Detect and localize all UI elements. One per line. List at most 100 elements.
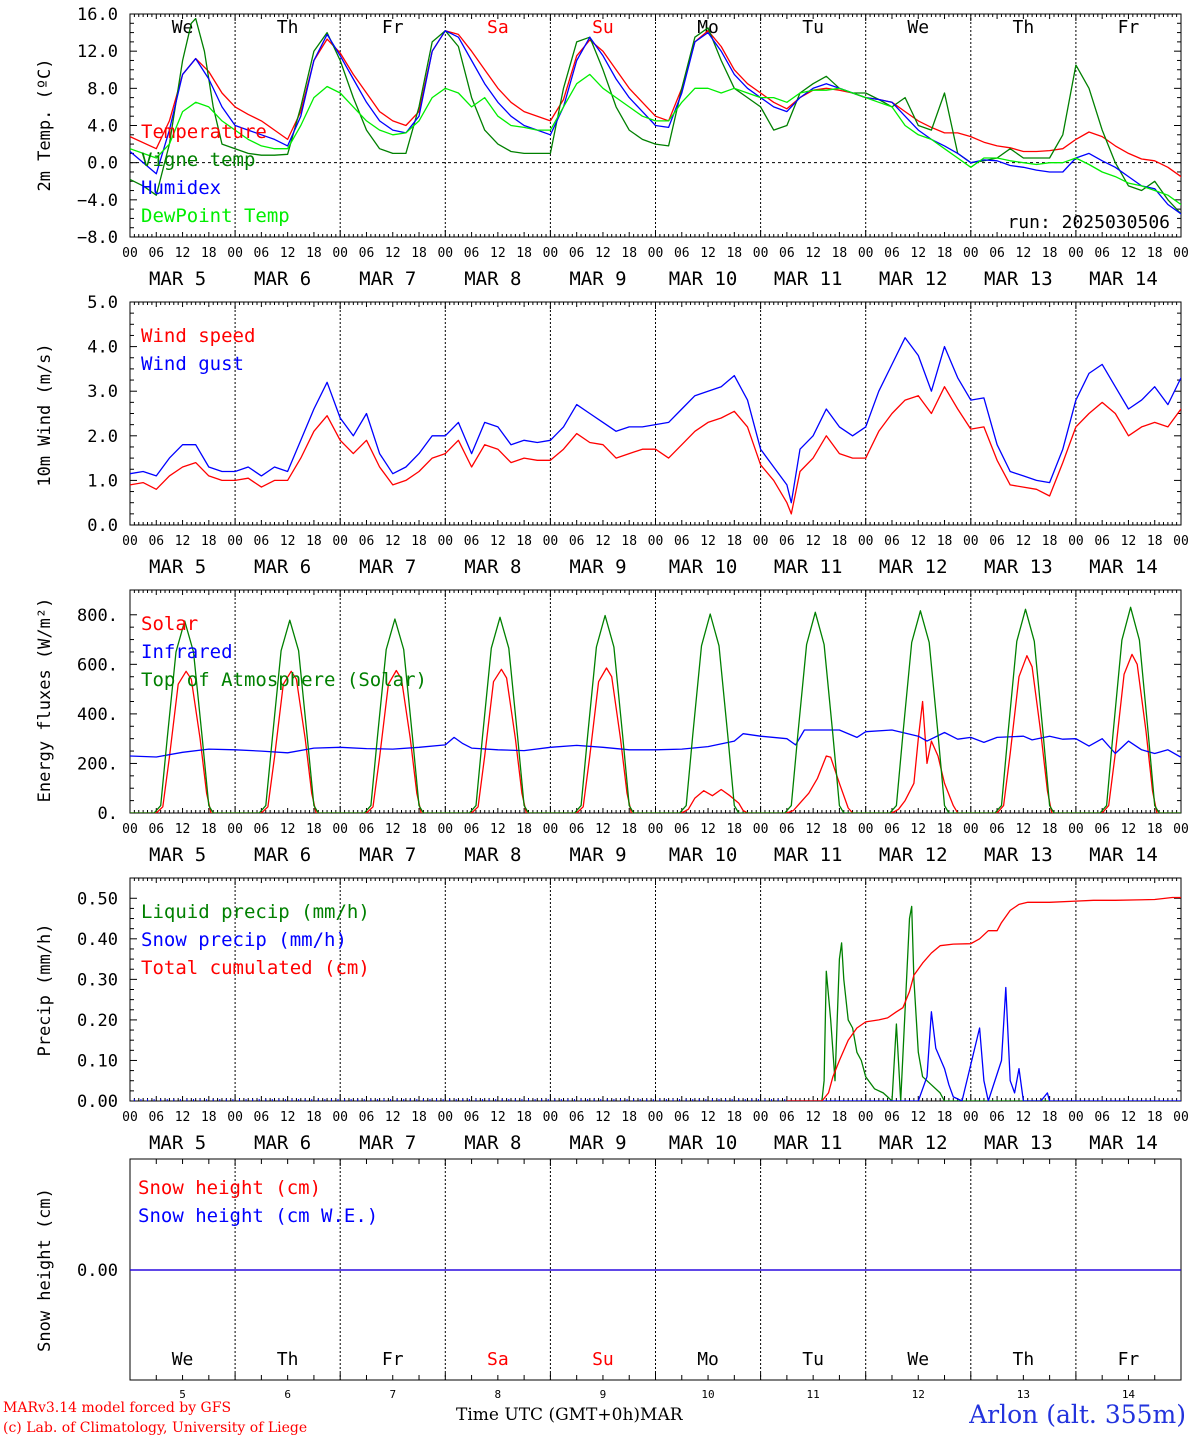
hour-tick-label: 18 — [306, 822, 322, 837]
day-name-label: Th — [277, 17, 299, 38]
day-name-label: We — [172, 17, 194, 38]
hour-tick-label: 12 — [175, 1110, 191, 1125]
series-line — [130, 386, 1181, 515]
hour-tick-label: 18 — [1042, 246, 1058, 261]
hour-tick-label: 06 — [569, 1110, 585, 1125]
day-name-label: Th — [1013, 1349, 1035, 1370]
hour-tick-label: 18 — [937, 1110, 953, 1125]
day-name-label: Fr — [1118, 1349, 1140, 1370]
hour-tick-label: 18 — [726, 246, 742, 261]
day-name-label: We — [907, 17, 929, 38]
series-line — [130, 17, 1181, 215]
date-label: MAR 6 — [254, 556, 311, 578]
hour-tick-label: 00 — [753, 1110, 769, 1125]
legend-entry: Temperature — [141, 121, 267, 143]
date-label: MAR 11 — [774, 1132, 843, 1154]
legend-entry: Top of Atmosphere (Solar) — [141, 669, 427, 691]
hour-tick-label: 06 — [464, 822, 480, 837]
y-tick-label: 8.0 — [87, 79, 118, 99]
hour-tick-label: 00 — [332, 822, 348, 837]
hour-tick-label: 00 — [437, 1110, 453, 1125]
hour-tick-label: 06 — [989, 246, 1005, 261]
date-label: MAR 14 — [1089, 268, 1158, 290]
date-label: MAR 6 — [254, 268, 311, 290]
hour-tick-label: 06 — [779, 1110, 795, 1125]
day-number-label: 14 — [1122, 1388, 1136, 1401]
hour-tick-label: 06 — [254, 246, 270, 261]
hour-tick-label: 00 — [753, 246, 769, 261]
hour-tick-label: 12 — [490, 822, 506, 837]
date-label: MAR 11 — [774, 268, 843, 290]
y-tick-label: 0.00 — [77, 1261, 118, 1281]
hour-tick-label: 06 — [359, 822, 375, 837]
hour-tick-label: 12 — [1016, 534, 1032, 549]
hour-tick-label: 00 — [122, 822, 138, 837]
hour-tick-label: 06 — [254, 1110, 270, 1125]
legend-entry: Snow height (cm W.E.) — [138, 1205, 378, 1227]
hour-tick-label: 18 — [937, 822, 953, 837]
series-group — [130, 337, 1181, 515]
series-line — [130, 653, 1181, 813]
hour-tick-label: 12 — [280, 246, 296, 261]
hour-tick-label: 12 — [1016, 1110, 1032, 1125]
hour-tick-label: 00 — [543, 534, 559, 549]
hour-tick-label: 18 — [621, 822, 637, 837]
series-line — [130, 606, 1181, 813]
hour-tick-label: 00 — [1173, 822, 1189, 837]
hour-tick-label: 00 — [332, 534, 348, 549]
hour-tick-label: 12 — [385, 822, 401, 837]
hour-tick-label: 06 — [884, 822, 900, 837]
hour-tick-label: 00 — [543, 246, 559, 261]
hour-tick-label: 12 — [490, 534, 506, 549]
day-name-label: Su — [592, 1349, 614, 1370]
legend-entry: Humidex — [141, 177, 221, 199]
hour-tick-label: 18 — [726, 534, 742, 549]
y-tick-label: 0.0 — [87, 516, 118, 536]
legend-entry: Infrared — [141, 641, 233, 663]
y-tick-label: 12.0 — [77, 42, 118, 62]
hour-tick-label: 06 — [569, 534, 585, 549]
series-line — [130, 30, 1181, 215]
hour-tick-label: 12 — [595, 822, 611, 837]
hour-tick-label: 18 — [1042, 822, 1058, 837]
hour-tick-label: 12 — [805, 534, 821, 549]
hour-tick-label: 00 — [122, 534, 138, 549]
hour-tick-label: 18 — [201, 822, 217, 837]
date-label: MAR 10 — [669, 844, 738, 866]
hour-tick-label: 12 — [1016, 246, 1032, 261]
date-label: MAR 5 — [149, 844, 206, 866]
legend-entry: Wind speed — [141, 325, 255, 347]
date-label: MAR 5 — [149, 1132, 206, 1154]
hour-tick-label: 18 — [832, 246, 848, 261]
hour-tick-label: 00 — [122, 1110, 138, 1125]
hour-tick-label: 12 — [595, 1110, 611, 1125]
hour-tick-label: 12 — [1016, 822, 1032, 837]
date-label: MAR 9 — [569, 268, 626, 290]
day-number-label: 6 — [284, 1388, 291, 1401]
day-name-label: We — [907, 1349, 929, 1370]
hour-tick-label: 18 — [411, 822, 427, 837]
hour-tick-label: 18 — [832, 1110, 848, 1125]
hour-tick-label: 06 — [674, 1110, 690, 1125]
hour-tick-label: 00 — [858, 1110, 874, 1125]
hour-tick-label: 06 — [674, 246, 690, 261]
hour-tick-label: 12 — [280, 534, 296, 549]
hour-tick-label: 06 — [148, 1110, 164, 1125]
hour-tick-label: 00 — [648, 822, 664, 837]
hour-tick-label: 00 — [753, 534, 769, 549]
hour-tick-label: 12 — [700, 1110, 716, 1125]
date-label: MAR 9 — [569, 556, 626, 578]
hour-tick-label: 00 — [332, 246, 348, 261]
hour-tick-label: 00 — [858, 822, 874, 837]
hour-tick-label: 12 — [805, 246, 821, 261]
hour-tick-label: 00 — [1173, 246, 1189, 261]
y-tick-label: 2.0 — [87, 427, 118, 447]
y-tick-label: 0.10 — [77, 1051, 118, 1071]
y-tick-label: 5.0 — [87, 293, 118, 313]
date-label: MAR 9 — [569, 844, 626, 866]
hour-tick-label: 00 — [1173, 1110, 1189, 1125]
legend-entry: DewPoint Temp — [141, 205, 290, 227]
hour-tick-label: 00 — [437, 246, 453, 261]
hour-tick-label: 06 — [464, 1110, 480, 1125]
